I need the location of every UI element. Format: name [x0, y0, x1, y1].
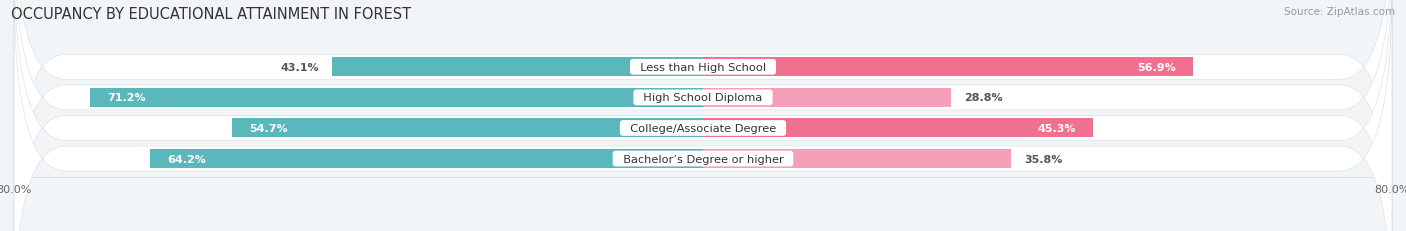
Bar — [703, 119, 1092, 138]
Legend: Owner-occupied, Renter-occupied: Owner-occupied, Renter-occupied — [583, 228, 823, 231]
Text: 35.8%: 35.8% — [1024, 154, 1063, 164]
Text: 45.3%: 45.3% — [1038, 123, 1076, 133]
Bar — [232, 119, 703, 138]
Text: Source: ZipAtlas.com: Source: ZipAtlas.com — [1284, 7, 1395, 17]
FancyBboxPatch shape — [14, 0, 1392, 231]
Text: College/Associate Degree: College/Associate Degree — [623, 123, 783, 133]
FancyBboxPatch shape — [14, 0, 1392, 231]
Text: 71.2%: 71.2% — [107, 93, 146, 103]
Text: 28.8%: 28.8% — [965, 93, 1002, 103]
Bar — [703, 88, 950, 107]
Text: OCCUPANCY BY EDUCATIONAL ATTAINMENT IN FOREST: OCCUPANCY BY EDUCATIONAL ATTAINMENT IN F… — [11, 7, 412, 22]
FancyBboxPatch shape — [14, 0, 1392, 231]
Text: Bachelor’s Degree or higher: Bachelor’s Degree or higher — [616, 154, 790, 164]
Bar — [150, 149, 703, 168]
Text: Less than High School: Less than High School — [633, 63, 773, 73]
Text: 64.2%: 64.2% — [167, 154, 207, 164]
Bar — [703, 149, 1011, 168]
Text: High School Diploma: High School Diploma — [637, 93, 769, 103]
Text: 43.1%: 43.1% — [280, 63, 319, 73]
Bar — [703, 58, 1194, 77]
FancyBboxPatch shape — [14, 0, 1392, 231]
Bar — [332, 58, 703, 77]
Text: 54.7%: 54.7% — [249, 123, 288, 133]
Text: 56.9%: 56.9% — [1137, 63, 1175, 73]
Bar — [90, 88, 703, 107]
